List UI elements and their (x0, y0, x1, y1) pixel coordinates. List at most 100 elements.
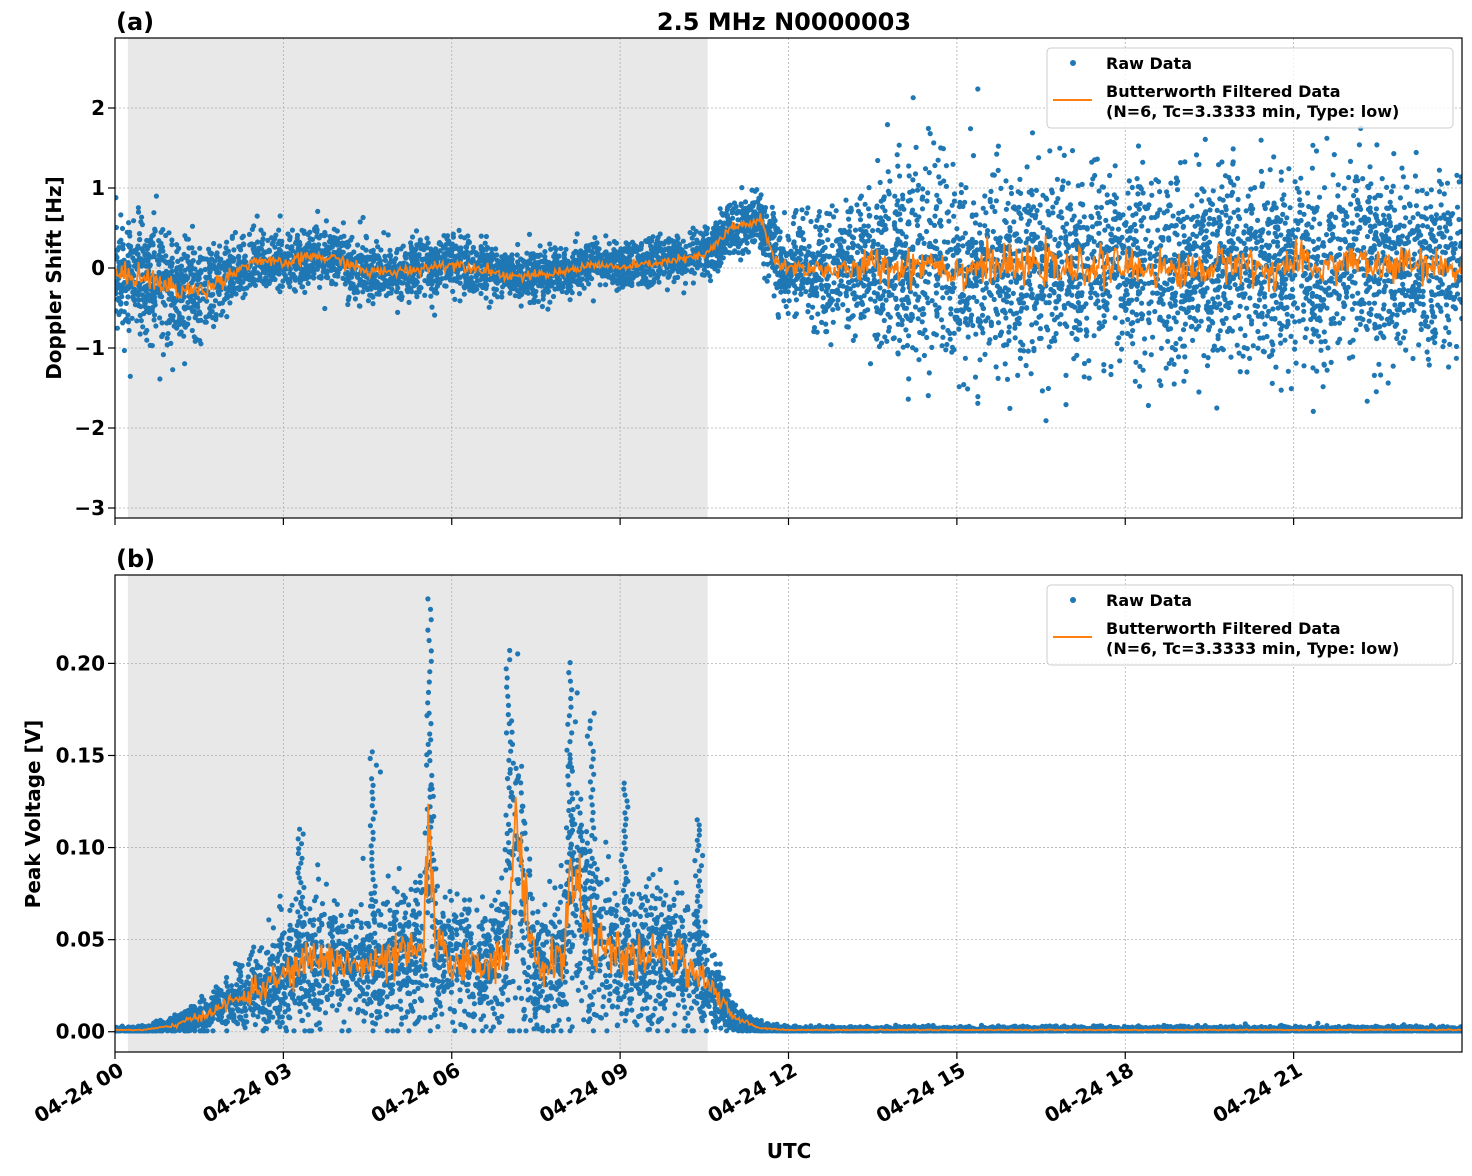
raw-point (858, 212, 863, 217)
raw-point (1050, 312, 1055, 317)
raw-point (358, 219, 363, 224)
raw-point (136, 293, 141, 298)
y-tick-label: 2 (91, 96, 105, 120)
raw-point (251, 244, 256, 249)
raw-point (1147, 251, 1152, 256)
raw-point (1215, 295, 1220, 300)
raw-point (1368, 205, 1373, 210)
raw-point (809, 315, 814, 320)
raw-point (886, 189, 891, 194)
raw-point (973, 220, 978, 225)
raw-point (1254, 277, 1259, 282)
raw-point (552, 245, 557, 250)
raw-point (1408, 294, 1413, 299)
raw-point (1219, 184, 1224, 189)
raw-point (353, 296, 358, 301)
raw-point (880, 302, 885, 307)
raw-point (993, 335, 998, 340)
raw-point (1030, 130, 1035, 135)
raw-point (1206, 221, 1211, 226)
raw-point (1140, 160, 1145, 165)
raw-point (1288, 334, 1293, 339)
raw-point (610, 280, 615, 285)
raw-point (980, 287, 985, 292)
raw-point (1394, 336, 1399, 341)
raw-point (168, 270, 173, 275)
raw-point (1286, 369, 1291, 374)
raw-point (1309, 339, 1314, 344)
raw-point (922, 328, 927, 333)
raw-point (160, 332, 165, 337)
raw-point (916, 295, 921, 300)
raw-point (1075, 337, 1080, 342)
raw-point (115, 248, 120, 253)
raw-point (875, 158, 880, 163)
raw-point (457, 228, 462, 233)
raw-point (927, 218, 932, 223)
raw-point (1391, 364, 1396, 369)
raw-point (388, 254, 393, 259)
raw-point (1216, 336, 1221, 341)
raw-point (1303, 335, 1308, 340)
raw-point (1118, 215, 1123, 220)
raw-point (271, 240, 276, 245)
raw-point (968, 126, 973, 131)
raw-point (276, 228, 281, 233)
raw-point (1133, 211, 1138, 216)
raw-point (1374, 389, 1379, 394)
raw-point (1420, 223, 1425, 228)
raw-point (570, 290, 575, 295)
raw-point (794, 297, 799, 302)
raw-point (1219, 307, 1224, 312)
raw-point (1018, 309, 1023, 314)
raw-point (432, 313, 437, 318)
raw-point (1456, 217, 1461, 222)
raw-point (1354, 327, 1359, 332)
raw-point (387, 248, 392, 253)
raw-point (547, 300, 552, 305)
raw-point (286, 280, 291, 285)
raw-point (364, 234, 369, 239)
raw-point (804, 211, 809, 216)
raw-point (1255, 218, 1260, 223)
raw-point (161, 352, 166, 357)
raw-point (1367, 301, 1372, 306)
raw-point (317, 285, 322, 290)
raw-point (1181, 224, 1186, 229)
raw-point (1321, 384, 1326, 389)
raw-point (1022, 207, 1027, 212)
raw-point (1372, 373, 1377, 378)
raw-point (1101, 362, 1106, 367)
raw-point (238, 247, 243, 252)
raw-point (1236, 197, 1241, 202)
raw-point (1127, 178, 1132, 183)
raw-point (374, 239, 379, 244)
raw-point (1203, 137, 1208, 142)
raw-point (1212, 344, 1217, 349)
raw-point (635, 272, 640, 277)
raw-point (1437, 189, 1442, 194)
raw-point (190, 309, 195, 314)
raw-point (1146, 281, 1151, 286)
raw-point (1448, 236, 1453, 241)
raw-point (210, 309, 215, 314)
raw-point (301, 229, 306, 234)
raw-point (977, 357, 982, 362)
raw-point (1208, 254, 1213, 259)
raw-point (170, 367, 175, 372)
raw-point (1024, 305, 1029, 310)
raw-point (1172, 315, 1177, 320)
raw-point (1235, 176, 1240, 181)
raw-point (973, 332, 978, 337)
raw-point (1293, 340, 1298, 345)
raw-point (866, 206, 871, 211)
raw-point (1338, 246, 1343, 251)
raw-point (949, 247, 954, 252)
raw-point (798, 292, 803, 297)
raw-point (1120, 250, 1125, 255)
raw-point (151, 210, 156, 215)
raw-point (1440, 282, 1445, 287)
raw-point (799, 245, 804, 250)
raw-point (886, 329, 891, 334)
raw-point (1187, 315, 1192, 320)
